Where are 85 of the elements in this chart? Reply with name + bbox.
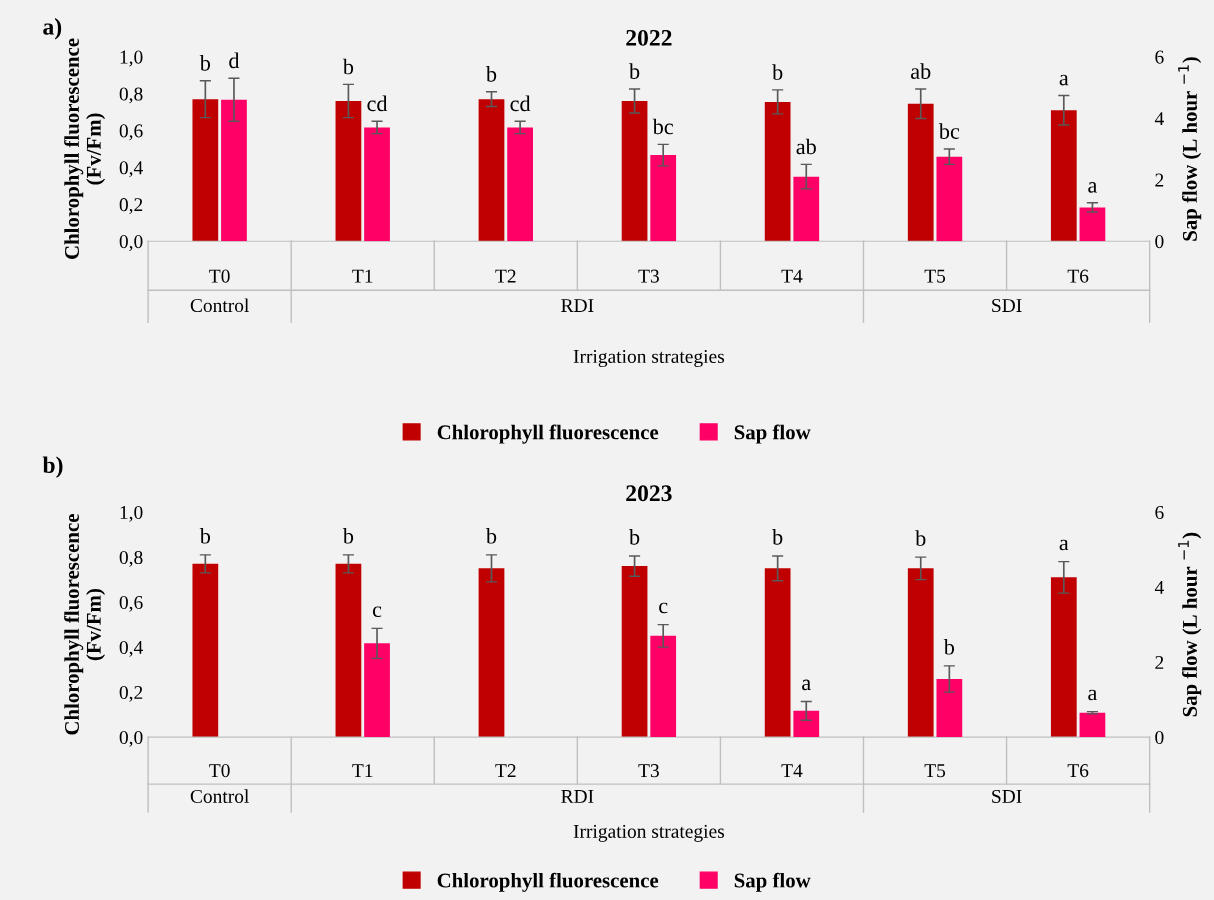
x-tick-label: T6 [1067, 764, 1089, 778]
x-tick-label: T5 [924, 269, 946, 283]
data-label: b [629, 529, 640, 545]
x-tick-label: T6 [1067, 269, 1089, 283]
data-label: b [199, 527, 211, 544]
y2-tick-label: 4 [1154, 581, 1164, 594]
data-label: a [1088, 689, 1098, 701]
y-tick-label: 1,0 [120, 50, 143, 67]
text: SDI [992, 789, 1022, 803]
text: Control [190, 298, 249, 313]
text: b) [42, 456, 63, 478]
text: Control [190, 789, 249, 803]
x-tick-label: T0 [209, 764, 230, 778]
x-tick-label: T3 [638, 764, 659, 778]
x-tick-label: T2 [495, 764, 516, 777]
chart-title: 2022 [626, 29, 672, 46]
y-tick-label: 0,2 [119, 198, 143, 215]
data-label: a [802, 679, 811, 691]
data-label: ab [796, 138, 816, 155]
text: SDI [992, 299, 1022, 313]
x-tick-label: T0 [209, 269, 230, 283]
x-tick-label: T1 [352, 764, 373, 777]
data-label: b [485, 527, 497, 544]
y2-tick-label: 6 [1155, 50, 1164, 64]
y2-tick-label: 4 [1154, 112, 1164, 125]
bar [1079, 712, 1106, 738]
bar [1079, 207, 1106, 242]
data-label: a [1088, 182, 1098, 193]
data-label: c [659, 602, 668, 614]
x-tick-label: T2 [495, 269, 516, 283]
x-tick-label: T4 [781, 764, 803, 777]
data-label: c [372, 606, 382, 618]
y-tick-label: 0,4 [119, 161, 143, 178]
y2-tick-label: 0 [1155, 730, 1164, 745]
data-label: b [772, 529, 783, 545]
data-label: cd [367, 95, 388, 112]
y-tick-label: 0,4 [119, 640, 143, 657]
x-tick-label: T4 [781, 269, 803, 283]
data-label: b [915, 530, 926, 546]
y2-tick-label: 0 [1155, 235, 1164, 249]
bar [764, 101, 791, 242]
data-label: b [485, 66, 497, 82]
data-label: b [342, 527, 354, 544]
data-label: d [229, 52, 240, 69]
data-label: bc [938, 123, 960, 139]
data-label: b [629, 63, 640, 79]
text: RDI [561, 790, 594, 803]
y-tick-label: 0,8 [119, 550, 143, 567]
x-axis-title: Irrigation strategies [573, 824, 725, 842]
data-label: a [1059, 74, 1069, 86]
y2-tick-label: 2 [1155, 173, 1164, 187]
y-tick-label: 0,0 [119, 730, 143, 747]
bar [1050, 110, 1077, 242]
legend-label: Sap flow [734, 872, 811, 892]
bar [793, 710, 820, 738]
y-axis-title: Chlorophyll fluorescence (Fv/Fm) [64, 38, 106, 259]
data-label: b [772, 64, 783, 80]
x-axis-title: Irrigation strategies [573, 349, 725, 368]
y2-tick-label: 6 [1155, 505, 1164, 520]
x-tick-label: T3 [638, 269, 659, 283]
legend-label: Sap flow [734, 424, 811, 444]
y-axis-title: Chlorophyll fluorescence (Fv/Fm) [64, 514, 106, 735]
y-tick-label: 0,6 [119, 595, 143, 612]
data-label: cd [510, 95, 531, 112]
data-label: b [199, 55, 211, 71]
x-tick-label: T5 [924, 764, 946, 778]
y2-axis-title: Sap flow (L hour $^{−1}$) [1178, 532, 1202, 717]
y-tick-label: 1,0 [120, 505, 143, 522]
text: a) [43, 18, 62, 40]
data-label: b [943, 638, 955, 655]
y2-axis-title: Sap flow (L hour $^{−1}$) [1178, 57, 1202, 241]
y2-tick-label: 2 [1155, 655, 1164, 669]
chart-title: 2023 [626, 485, 672, 502]
y-tick-label: 0,6 [119, 124, 143, 141]
legend-label: Chlorophyll fluorescence [437, 424, 659, 444]
x-tick-label: T1 [352, 269, 373, 283]
y-tick-label: 0,0 [119, 235, 143, 251]
data-label: b [342, 58, 354, 75]
data-label: ab [911, 63, 931, 79]
text: RDI [561, 299, 594, 312]
y-tick-label: 0,8 [119, 87, 143, 104]
data-label: bc [652, 118, 673, 135]
y-tick-label: 0,2 [119, 685, 143, 702]
data-label: a [1059, 539, 1069, 551]
legend-label: Chlorophyll fluorescence [437, 872, 659, 892]
